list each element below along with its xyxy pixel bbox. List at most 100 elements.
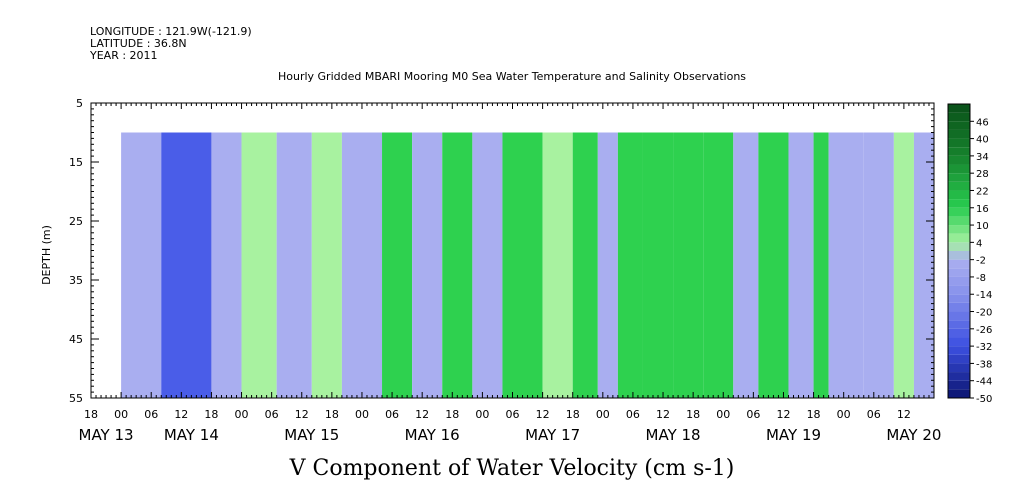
colorbar-swatch bbox=[948, 207, 970, 217]
colorbar-label: -26 bbox=[976, 325, 992, 336]
heatmap-cell bbox=[597, 132, 618, 398]
y-tick-label: 45 bbox=[69, 333, 83, 346]
colorbar-label: 34 bbox=[976, 152, 989, 163]
colorbar-label: 46 bbox=[976, 117, 989, 128]
x-tick-label: 18 bbox=[84, 408, 98, 421]
latitude-label: LATITUDE : 36.8N bbox=[90, 37, 187, 50]
x-day-label: MAY 15 bbox=[284, 426, 339, 444]
x-tick-label: 18 bbox=[325, 408, 339, 421]
x-tick-label: 00 bbox=[596, 408, 610, 421]
colorbar-swatch bbox=[948, 259, 970, 269]
colorbar-swatch bbox=[948, 242, 970, 251]
x-tick-label: 12 bbox=[415, 408, 429, 421]
x-tick-label: 00 bbox=[114, 408, 128, 421]
colorbar-label: -8 bbox=[976, 273, 986, 284]
colorbar-swatch bbox=[948, 372, 970, 381]
colorbar-swatch bbox=[948, 104, 970, 113]
heatmap-cell bbox=[893, 132, 914, 398]
heatmap-cell bbox=[542, 132, 573, 398]
heatmap-cell bbox=[276, 132, 312, 398]
colorbar-swatch bbox=[948, 190, 970, 200]
colorbar-swatch bbox=[948, 302, 970, 312]
x-day-label: MAY 18 bbox=[646, 426, 701, 444]
y-tick-label: 15 bbox=[69, 156, 83, 169]
x-day-label: MAY 13 bbox=[79, 426, 134, 444]
x-day-label: MAY 20 bbox=[886, 426, 941, 444]
colorbar-swatch bbox=[948, 294, 970, 303]
x-tick-label: 18 bbox=[807, 408, 821, 421]
x-tick-label: 06 bbox=[144, 408, 158, 421]
x-tick-label: 18 bbox=[445, 408, 459, 421]
x-day-label: MAY 16 bbox=[405, 426, 460, 444]
colorbar-swatch bbox=[948, 129, 970, 139]
x-tick-label: 12 bbox=[776, 408, 790, 421]
heatmap-cell bbox=[341, 132, 383, 398]
colorbar-swatch bbox=[948, 276, 970, 286]
colorbar-label: 28 bbox=[976, 169, 989, 180]
longitude-label: LONGITUDE : 121.9W(-121.9) bbox=[90, 25, 252, 38]
colorbar-swatch bbox=[948, 354, 970, 364]
x-tick-label: 18 bbox=[686, 408, 700, 421]
heatmap-cell bbox=[211, 132, 242, 398]
colorbar-swatch bbox=[948, 389, 970, 398]
heatmap-cell bbox=[412, 132, 443, 398]
heatmap-cell bbox=[913, 132, 934, 398]
x-tick-label: 12 bbox=[174, 408, 188, 421]
heatmap-cell bbox=[121, 132, 162, 398]
x-tick-label: 00 bbox=[235, 408, 249, 421]
y-tick-label: 35 bbox=[69, 274, 83, 287]
heatmap-cell bbox=[442, 132, 473, 398]
x-day-label: MAY 14 bbox=[164, 426, 219, 444]
colorbar-label: -32 bbox=[976, 342, 992, 353]
y-tick-label: 5 bbox=[76, 97, 83, 110]
heatmap-cell bbox=[241, 132, 277, 398]
year-label: YEAR : 2011 bbox=[89, 49, 158, 62]
colorbar-swatch bbox=[948, 320, 970, 329]
x-axis: 18 00 06 12 18 00 06 12 18 00 06 12 18 00 06 12 18 00 06 12… bbox=[79, 103, 941, 444]
colorbar-label: -2 bbox=[976, 256, 986, 267]
heatmap-cell bbox=[311, 132, 342, 398]
colorbar-label: 16 bbox=[976, 204, 989, 215]
heatmap-cell bbox=[828, 132, 864, 398]
heatmap-cell bbox=[788, 132, 814, 398]
colorbar-swatch bbox=[948, 337, 970, 347]
heatmap-cell bbox=[502, 132, 543, 398]
heatmap-cell bbox=[863, 132, 894, 398]
heatmap-cell bbox=[703, 132, 734, 398]
y-axis-title: DEPTH (m) bbox=[40, 225, 53, 285]
x-day-label: MAY 19 bbox=[766, 426, 821, 444]
x-day-label: MAY 17 bbox=[525, 426, 580, 444]
x-tick-label: 12 bbox=[656, 408, 670, 421]
x-tick-label: 18 bbox=[204, 408, 218, 421]
x-tick-label: 06 bbox=[867, 408, 881, 421]
colorbar-swatch bbox=[948, 363, 970, 373]
colorbar-swatch bbox=[948, 233, 970, 243]
colorbar-swatch bbox=[948, 346, 970, 355]
colorbar-label: 10 bbox=[976, 221, 989, 232]
heatmap-cell bbox=[382, 132, 413, 398]
colorbar-label: -44 bbox=[976, 377, 992, 388]
x-tick-label: 06 bbox=[746, 408, 760, 421]
colorbar-label: 22 bbox=[976, 186, 989, 197]
colorbar-label: 4 bbox=[976, 238, 982, 249]
heatmap-cell bbox=[758, 132, 789, 398]
heatmap-cell bbox=[617, 132, 643, 398]
x-tick-label: 06 bbox=[626, 408, 640, 421]
colorbar-swatch bbox=[948, 173, 970, 182]
x-tick-label: 00 bbox=[475, 408, 489, 421]
colorbar-swatch bbox=[948, 155, 970, 165]
x-tick-label: 06 bbox=[265, 408, 279, 421]
colorbar-swatch bbox=[948, 268, 970, 277]
x-tick-label: 12 bbox=[536, 408, 550, 421]
colorbar-swatch bbox=[948, 121, 970, 130]
colorbar-swatch bbox=[948, 328, 970, 338]
colorbar-label: -14 bbox=[976, 290, 992, 301]
heatmap-cell bbox=[472, 132, 503, 398]
colorbar-swatch bbox=[948, 251, 970, 260]
colorbar-swatch bbox=[948, 216, 970, 226]
x-tick-label: 18 bbox=[566, 408, 580, 421]
heatmap-cell bbox=[572, 132, 598, 398]
x-tick-label: 00 bbox=[837, 408, 851, 421]
colorbar-swatch bbox=[948, 181, 970, 191]
